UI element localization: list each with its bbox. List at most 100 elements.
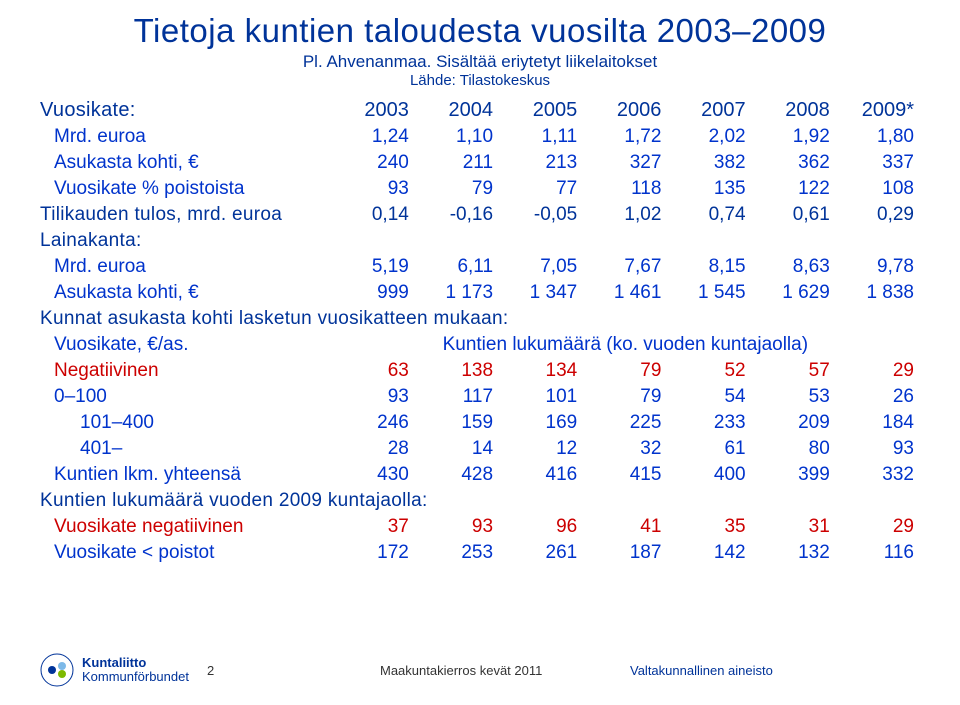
cell: 253 — [415, 540, 499, 566]
cell: 1,72 — [583, 124, 667, 150]
cell: 135 — [667, 176, 751, 202]
row-label: Vuosikate, €/as. — [40, 332, 331, 358]
cell: 116 — [836, 540, 920, 566]
table-row: Vuosikate < poistot 172 253 261 187 142 … — [40, 540, 920, 566]
cell: -0,05 — [499, 202, 583, 228]
cell: 6,11 — [415, 254, 499, 280]
cell: 28 — [331, 436, 415, 462]
cell: 1 347 — [499, 280, 583, 306]
cell: 7,05 — [499, 254, 583, 280]
cell: 382 — [667, 150, 751, 176]
row-label: Negatiivinen — [40, 358, 331, 384]
cell: 132 — [752, 540, 836, 566]
page-title: Tietoja kuntien taloudesta vuosilta 2003… — [40, 12, 920, 50]
cell: 1,02 — [583, 202, 667, 228]
cell: 2,02 — [667, 124, 751, 150]
year-cell: 2004 — [415, 97, 499, 124]
cell: 93 — [415, 514, 499, 540]
cell: 29 — [836, 358, 920, 384]
slide: Tietoja kuntien taloudesta vuosilta 2003… — [0, 0, 960, 705]
cell: 430 — [331, 462, 415, 488]
cell: 1 461 — [583, 280, 667, 306]
cell: 332 — [836, 462, 920, 488]
year-cell: 2003 — [331, 97, 415, 124]
cell: 1 838 — [836, 280, 920, 306]
row-label: Vuosikate < poistot — [40, 540, 331, 566]
cell: 261 — [499, 540, 583, 566]
cell: 118 — [583, 176, 667, 202]
cell: 7,67 — [583, 254, 667, 280]
cell: 211 — [415, 150, 499, 176]
cell: 399 — [752, 462, 836, 488]
years-row: Vuosikate: 2003 2004 2005 2006 2007 2008… — [40, 97, 920, 124]
row-label: Kuntien lkm. yhteensä — [40, 462, 331, 488]
year-cell: 2008 — [752, 97, 836, 124]
cell: 101 — [499, 384, 583, 410]
table-row: 401– 28 14 12 32 61 80 93 — [40, 436, 920, 462]
row-label: Mrd. euroa — [40, 124, 331, 150]
cell: 159 — [415, 410, 499, 436]
section-header-tilikauden: Tilikauden tulos, mrd. euroa — [40, 202, 331, 228]
table-row: Vuosikate % poistoista 93 79 77 118 135 … — [40, 176, 920, 202]
cell: 117 — [415, 384, 499, 410]
cell: 108 — [836, 176, 920, 202]
section-header-kunnat: Kunnat asukasta kohti lasketun vuosikatt… — [40, 306, 920, 332]
cell: 57 — [752, 358, 836, 384]
row-label: Mrd. euroa — [40, 254, 331, 280]
cell: 209 — [752, 410, 836, 436]
cell: 233 — [667, 410, 751, 436]
year-cell: 2005 — [499, 97, 583, 124]
cell: 93 — [331, 384, 415, 410]
cell: 400 — [667, 462, 751, 488]
cell: 327 — [583, 150, 667, 176]
cell: 80 — [752, 436, 836, 462]
year-cell: 2007 — [667, 97, 751, 124]
data-table: Vuosikate: 2003 2004 2005 2006 2007 2008… — [40, 97, 920, 566]
section-header-vuosikate: Vuosikate: — [40, 97, 331, 124]
cell: 416 — [499, 462, 583, 488]
cell: 14 — [415, 436, 499, 462]
cell: 37 — [331, 514, 415, 540]
cell: 63 — [331, 358, 415, 384]
cell: 138 — [415, 358, 499, 384]
table-row: Kuntien lkm. yhteensä 430 428 416 415 40… — [40, 462, 920, 488]
cell: 362 — [752, 150, 836, 176]
cell: 134 — [499, 358, 583, 384]
table-row: Mrd. euroa 1,24 1,10 1,11 1,72 2,02 1,92… — [40, 124, 920, 150]
cell: 32 — [583, 436, 667, 462]
page-subtitle: Pl. Ahvenanmaa. Sisältää eriytetyt liike… — [40, 52, 920, 72]
cell: 35 — [667, 514, 751, 540]
cell: 52 — [667, 358, 751, 384]
table-row: Asukasta kohti, € 999 1 173 1 347 1 461 … — [40, 280, 920, 306]
cell: 8,15 — [667, 254, 751, 280]
cell: 225 — [583, 410, 667, 436]
cell: 1,92 — [752, 124, 836, 150]
cell: 1,11 — [499, 124, 583, 150]
cell: 0,74 — [667, 202, 751, 228]
table-row: Tilikauden tulos, mrd. euroa 0,14 -0,16 … — [40, 202, 920, 228]
cell: 26 — [836, 384, 920, 410]
table-row: Vuosikate, €/as. Kuntien lukumäärä (ko. … — [40, 332, 920, 358]
cell: 79 — [583, 384, 667, 410]
cell: 172 — [331, 540, 415, 566]
logo-text: Kuntaliitto Kommunförbundet — [82, 656, 189, 683]
cell: 79 — [583, 358, 667, 384]
section-header-2009: Kuntien lukumäärä vuoden 2009 kuntajaoll… — [40, 488, 920, 514]
cell: 213 — [499, 150, 583, 176]
cell: 96 — [499, 514, 583, 540]
cell: 31 — [752, 514, 836, 540]
row-label: 0–100 — [40, 384, 331, 410]
table-row: 101–400 246 159 169 225 233 209 184 — [40, 410, 920, 436]
cell: 169 — [499, 410, 583, 436]
cell: 246 — [331, 410, 415, 436]
table-row: Mrd. euroa 5,19 6,11 7,05 7,67 8,15 8,63… — [40, 254, 920, 280]
row-label: Vuosikate negatiivinen — [40, 514, 331, 540]
cell: 9,78 — [836, 254, 920, 280]
cell: 415 — [583, 462, 667, 488]
kuntaliitto-icon — [40, 653, 74, 687]
row-label: 401– — [40, 436, 331, 462]
cell: 79 — [415, 176, 499, 202]
table-row: Asukasta kohti, € 240 211 213 327 382 36… — [40, 150, 920, 176]
footer-right: Valtakunnallinen aineisto — [630, 663, 773, 678]
subline-right: Kuntien lukumäärä (ko. vuoden kuntajaoll… — [331, 332, 920, 358]
